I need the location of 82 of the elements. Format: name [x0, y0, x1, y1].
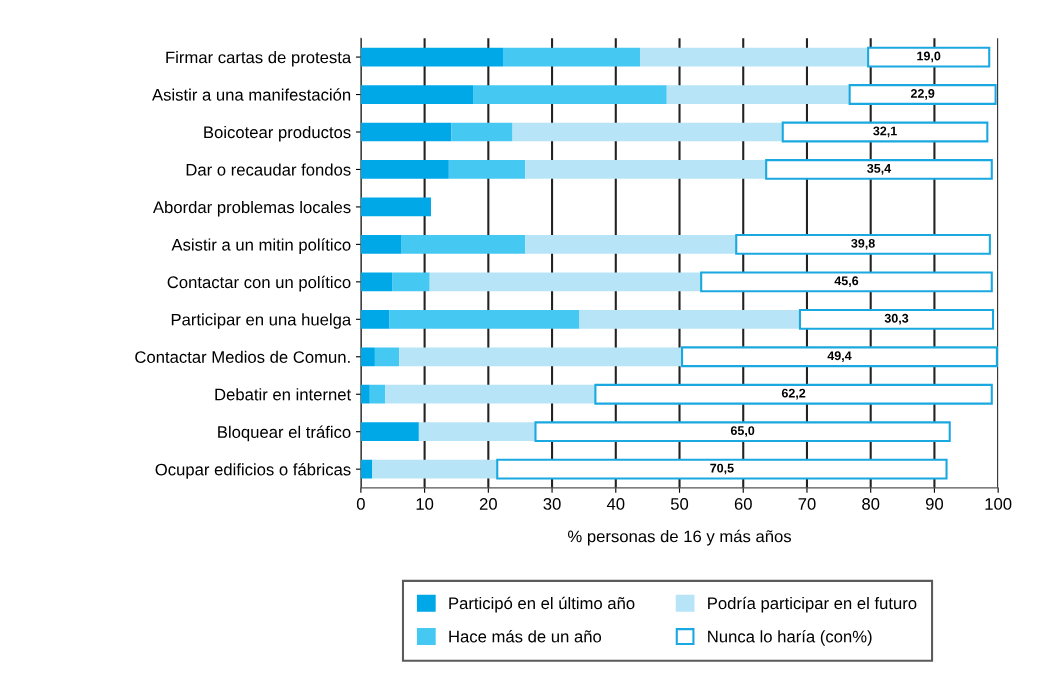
bar: [360, 309, 390, 329]
y-tick-label: Contactar con un político: [167, 275, 351, 292]
bar: [372, 459, 498, 479]
bar: [681, 346, 998, 368]
bar: [360, 122, 452, 142]
bar: [418, 422, 536, 442]
x-tick-label: 70: [798, 498, 816, 510]
y-tick-label: Dar o recaudar fondos: [186, 163, 351, 176]
bar: [360, 347, 375, 367]
bar: [666, 85, 850, 104]
x-axis-title: % personas de 16 y más años: [568, 529, 792, 546]
data-label: 35,4: [867, 163, 892, 175]
bar: [798, 308, 995, 330]
bar: [848, 84, 997, 105]
bar: [360, 235, 402, 254]
y-tick-label: Debatir en internet: [215, 388, 352, 401]
x-tick-label: 50: [670, 498, 689, 510]
data-label: 70,5: [710, 463, 734, 475]
x-tick-label: 30: [543, 498, 561, 510]
bar: [448, 160, 526, 179]
bar: [473, 85, 667, 104]
bar: [700, 271, 993, 293]
bar: [781, 121, 989, 143]
y-tick-label: Abordar problemas locales: [152, 200, 351, 217]
legend-label: Nunca lo haría (con%): [708, 630, 872, 646]
x-tick-label: 40: [606, 498, 625, 510]
bar: [385, 384, 596, 404]
bar: [451, 122, 513, 142]
bar: [502, 47, 640, 67]
y-tick-label: Asistir a una manifestación: [152, 88, 351, 101]
legend-label: Participó en el último año: [449, 596, 635, 613]
bar: [512, 122, 783, 142]
bar: [579, 309, 800, 329]
data-label: 39,8: [851, 238, 875, 250]
legend-label: Podría participar en el futuro: [708, 596, 917, 613]
bar: [399, 347, 683, 367]
bar: [360, 85, 474, 104]
data-label: 65,0: [730, 426, 755, 437]
bar: [374, 347, 400, 367]
x-tick-label: 60: [734, 498, 752, 510]
x-tick-label: 100: [985, 498, 1012, 510]
bar: [360, 47, 503, 67]
bar: [525, 160, 767, 179]
data-label: 19,0: [917, 51, 941, 63]
y-tick-label: Firmar cartas de protesta: [166, 51, 352, 67]
bar: [360, 272, 393, 292]
bar: [496, 458, 948, 480]
bar: [360, 160, 449, 179]
data-label: 30,3: [884, 313, 909, 325]
y-tick-label: Participar en una huelga: [171, 313, 352, 329]
bar: [369, 384, 386, 404]
bar: [867, 46, 991, 68]
y-tick-label: Contactar Medios de Comun.: [135, 350, 350, 363]
data-label: 22,9: [910, 89, 935, 100]
y-tick-label: Ocupar edificios o fábricas: [155, 463, 351, 479]
bar: [429, 272, 702, 292]
bar: [389, 309, 580, 329]
data-label: 32,1: [873, 126, 897, 138]
bar: [360, 459, 373, 479]
y-tick-label: Boicotear productos: [204, 125, 351, 142]
bar: [360, 422, 419, 442]
y-tick-label: Bloquear el tráfico: [218, 425, 351, 442]
x-tick-label: 90: [925, 498, 944, 510]
bar: [360, 384, 370, 404]
bar: [765, 159, 993, 180]
data-label: 45,6: [834, 276, 859, 288]
x-tick-label: 80: [862, 498, 880, 510]
bar: [640, 47, 869, 67]
bar: [401, 235, 526, 254]
x-tick-label: 20: [479, 498, 497, 510]
bar: [534, 421, 951, 443]
bar: [735, 233, 991, 255]
y-tick-label: Asistir a un mitin político: [171, 238, 351, 254]
x-tick-label: 10: [416, 498, 434, 510]
bar: [360, 197, 431, 217]
data-label: 62,2: [781, 388, 806, 400]
data-label: 49,4: [827, 351, 852, 362]
bar: [594, 383, 993, 405]
bar: [392, 272, 430, 292]
bar: [525, 235, 737, 254]
x-tick-label: 0: [356, 498, 365, 510]
legend-label: Hace más de un año: [449, 630, 602, 643]
